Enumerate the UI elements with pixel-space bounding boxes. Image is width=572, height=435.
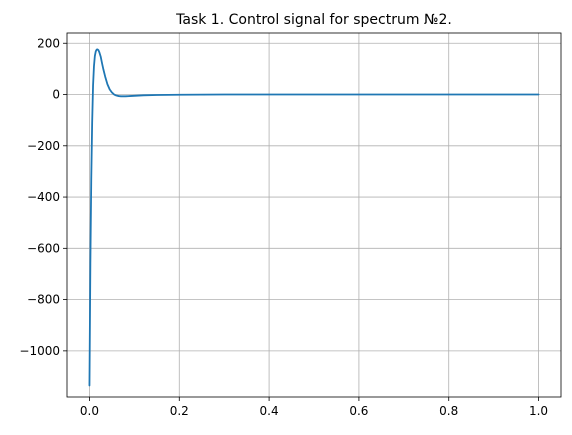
- x-tick-label: 0.2: [170, 404, 189, 418]
- x-tick-label: 0.8: [439, 404, 458, 418]
- y-tick-label: −1000: [19, 344, 60, 358]
- series-layer: [88, 48, 540, 387]
- y-tick-label: 200: [37, 36, 60, 50]
- grid: [67, 33, 561, 397]
- chart-title: Task 1. Control signal for spectrum №2.: [175, 12, 452, 28]
- x-tick-label: 0.0: [80, 404, 99, 418]
- x-tick-label: 1.0: [529, 404, 548, 418]
- y-tick-label: −400: [27, 190, 60, 204]
- series-line: [88, 48, 540, 387]
- y-tick-label: −200: [27, 139, 60, 153]
- y-tick-label: −800: [27, 293, 60, 307]
- y-tick-label: −600: [27, 241, 60, 255]
- x-tick-label: 0.6: [349, 404, 368, 418]
- axes: [66, 32, 562, 398]
- y-tick-label: 0: [52, 88, 60, 102]
- plot-frame: [66, 32, 562, 398]
- x-tick-label: 0.4: [260, 404, 279, 418]
- ticks: 0.0 0.2 0.4 0.6 0.8 1.0 200 0 −200 −400 −600 −800 −1…: [19, 36, 548, 418]
